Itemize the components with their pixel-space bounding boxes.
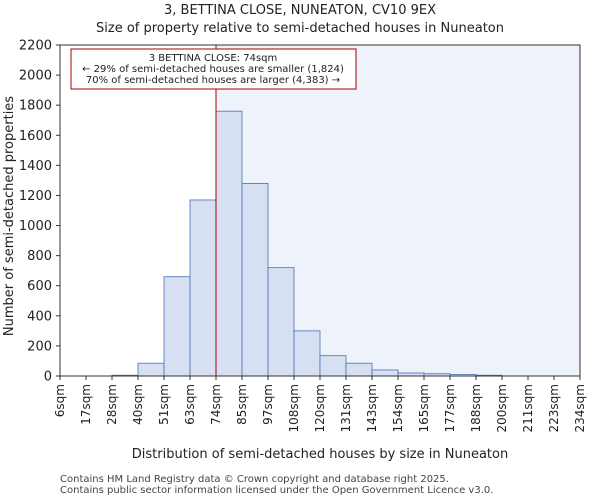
x-axis-ticks: 6sqm 17sqm 28sqm 40sqm 51sqm 63sqm 74sqm 85sqm 9…: [53, 376, 587, 432]
annotation-box: 3 BETTINA CLOSE: 74sqm ← 29% of semi-det…: [70, 48, 357, 90]
x-tick-label: 165sqm: [417, 384, 431, 432]
x-tick-label: 211sqm: [521, 384, 535, 432]
x-tick-label: 85sqm: [235, 384, 249, 425]
y-tick-label: 0: [44, 370, 52, 385]
x-tick-label: 120sqm: [313, 384, 327, 432]
x-tick-label: 108sqm: [287, 384, 301, 432]
y-tick-label: 1600: [19, 129, 52, 144]
x-tick-label: 234sqm: [573, 384, 587, 432]
x-tick-label: 63sqm: [183, 384, 197, 425]
x-tick-label: 40sqm: [131, 384, 145, 425]
footer-line-2: Contains public sector information licen…: [60, 485, 494, 496]
y-tick-label: 1000: [19, 219, 52, 234]
y-tick-label: 400: [27, 309, 52, 324]
bar-108sqm: [293, 330, 321, 377]
y-tick-label: 600: [27, 279, 52, 294]
annotation-border: [70, 48, 357, 90]
x-tick-label: 131sqm: [339, 384, 353, 432]
x-tick-label: 97sqm: [261, 384, 275, 425]
y-axis-ticks: 0 200 400 600 800 1000 1200 1400 1600 1800 2000 220…: [19, 39, 60, 385]
y-tick-label: 200: [27, 339, 52, 354]
x-tick-label: 51sqm: [157, 384, 171, 425]
bar-51sqm: [163, 276, 191, 377]
x-tick-label: 143sqm: [365, 384, 379, 432]
y-tick-label: 1200: [19, 189, 52, 204]
x-tick-label: 177sqm: [443, 384, 457, 432]
x-tick-label: 74sqm: [209, 384, 223, 425]
bar-97sqm: [267, 267, 295, 377]
y-tick-label: 1800: [19, 99, 52, 114]
bar-131sqm: [345, 362, 373, 377]
y-axis-label: Number of semi-detached properties: [2, 96, 17, 336]
x-tick-label: 223sqm: [547, 384, 561, 432]
annotation-line-2: ← 29% of semi-detached houses are smalle…: [82, 64, 344, 75]
bar-63sqm: [189, 199, 217, 377]
x-tick-label: 188sqm: [469, 384, 483, 432]
x-tick-label: 200sqm: [495, 384, 509, 432]
footer-line-1: Contains HM Land Registry data © Crown c…: [60, 474, 449, 485]
bar-40sqm: [137, 362, 165, 377]
x-axis-label: Distribution of semi-detached houses by …: [132, 447, 508, 462]
y-tick-label: 1400: [19, 159, 52, 174]
chart-title: 3, BETTINA CLOSE, NUNEATON, CV10 9EX: [164, 3, 436, 18]
y-tick-label: 2200: [19, 39, 52, 54]
bar-74sqm: [215, 110, 243, 377]
annotation-line-3: 70% of semi-detached houses are larger (…: [86, 75, 340, 86]
x-tick-label: 28sqm: [105, 384, 119, 425]
x-tick-label: 6sqm: [53, 384, 67, 417]
bar-85sqm: [241, 183, 269, 377]
annotation-line-1: 3 BETTINA CLOSE: 74sqm: [149, 53, 278, 64]
x-tick-label: 17sqm: [79, 384, 93, 425]
y-tick-label: 2000: [19, 69, 52, 84]
bar-143sqm: [371, 369, 399, 377]
y-tick-label: 800: [27, 249, 52, 264]
chart-subtitle: Size of property relative to semi-detach…: [96, 21, 504, 36]
x-tick-label: 154sqm: [391, 384, 405, 432]
bar-120sqm: [319, 355, 347, 377]
